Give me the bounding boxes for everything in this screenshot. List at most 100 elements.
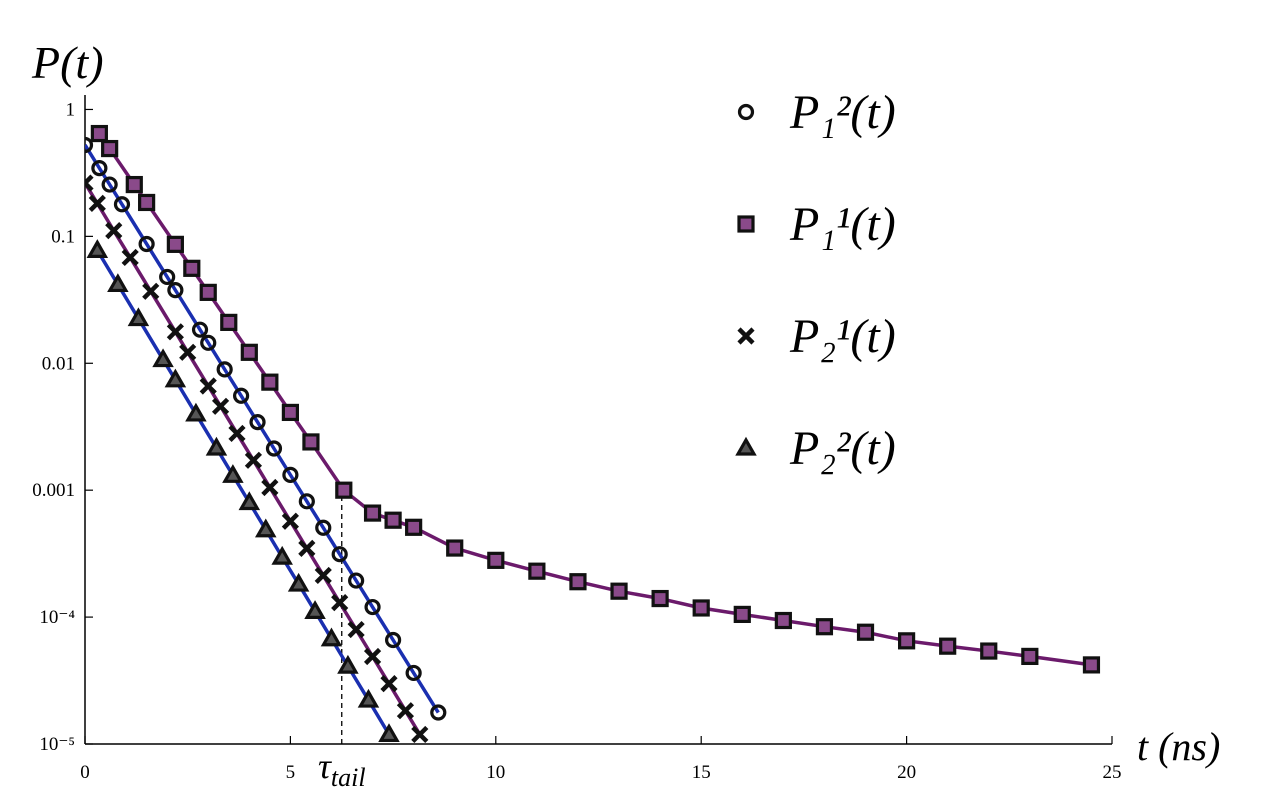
- legend-label: P₁²(t): [789, 86, 896, 139]
- marker-triangle: [185, 402, 207, 422]
- marker-square: [610, 582, 628, 600]
- series-line: [85, 144, 440, 714]
- marker-circle: [216, 361, 233, 378]
- marker-cross: [347, 620, 365, 639]
- marker-cross: [331, 594, 349, 612]
- marker-square: [281, 403, 299, 422]
- marker-square: [166, 235, 184, 253]
- marker-square: [692, 599, 710, 617]
- marker-square: [446, 539, 464, 557]
- y-tick-label: 1: [66, 99, 76, 120]
- marker-circle: [385, 631, 402, 649]
- marker-cross: [244, 451, 263, 469]
- marker-triangle: [152, 348, 174, 368]
- marker-triangle: [271, 545, 293, 565]
- marker-triangle: [320, 627, 343, 647]
- marker-circle: [167, 282, 184, 299]
- marker-square: [1082, 656, 1101, 674]
- marker-square: [733, 605, 751, 624]
- marker-cross: [199, 377, 217, 395]
- annotation: τtail: [318, 746, 366, 792]
- marker-cross: [211, 397, 230, 415]
- marker-triangle: [304, 600, 326, 619]
- marker-square: [384, 511, 402, 529]
- marker-triangle: [127, 307, 150, 327]
- marker-triangle: [222, 464, 244, 483]
- marker-circle: [138, 235, 155, 253]
- marker-square: [939, 637, 957, 655]
- legend-marker: [737, 327, 755, 345]
- marker-circle: [249, 413, 266, 431]
- legend-marker: [737, 103, 755, 121]
- marker-cross: [179, 343, 197, 361]
- legend-marker: [737, 215, 755, 233]
- marker-circle: [233, 387, 250, 404]
- marker-square: [363, 504, 382, 522]
- marker-triangle: [86, 239, 109, 258]
- y-tick-label: 0.1: [51, 226, 75, 247]
- marker-cross: [166, 323, 184, 341]
- marker-square: [897, 632, 916, 650]
- legend-label: P₂²(t): [789, 422, 896, 475]
- marker-square: [651, 589, 669, 608]
- marker-cross: [411, 725, 429, 744]
- y-tick-label: 0.001: [32, 480, 75, 501]
- x-tick-label: 5: [286, 762, 296, 783]
- marker-circle: [282, 466, 299, 483]
- marker-circle: [430, 704, 447, 721]
- marker-circle: [101, 176, 118, 193]
- marker-triangle: [164, 368, 187, 388]
- marker-cross: [314, 566, 332, 585]
- x-tick-label: 25: [1103, 762, 1122, 783]
- x-tick-label: 20: [897, 762, 916, 783]
- marker-square: [240, 343, 258, 361]
- marker-triangle: [205, 436, 228, 456]
- marker-square: [405, 518, 423, 536]
- marker-cross: [298, 539, 316, 557]
- marker-cross: [396, 702, 415, 720]
- marker-square: [815, 618, 834, 636]
- marker-square: [199, 283, 217, 301]
- marker-cross: [281, 512, 299, 530]
- marker-square: [261, 373, 279, 391]
- y-tick-label: 10⁻⁵: [39, 734, 75, 755]
- marker-square: [1021, 647, 1039, 666]
- marker-circle: [265, 440, 283, 457]
- x-tick-label: 15: [692, 762, 711, 783]
- marker-square: [774, 611, 792, 630]
- marker-square: [125, 175, 143, 194]
- marker-circle: [405, 664, 422, 682]
- plot-area: [85, 124, 1101, 744]
- marker-square: [183, 259, 201, 277]
- marker-circle: [191, 321, 209, 338]
- marker-cross: [121, 248, 139, 267]
- marker-cross: [105, 222, 123, 240]
- marker-circle: [113, 196, 131, 213]
- annotation-subscript: tail: [331, 763, 366, 792]
- marker-cross: [88, 194, 106, 212]
- marker-square: [335, 481, 353, 499]
- marker-square: [101, 139, 119, 158]
- y-axis-label: P(t): [31, 37, 104, 88]
- y-tick-label: 10⁻⁴: [39, 607, 75, 628]
- marker-circle: [315, 519, 332, 536]
- marker-square: [138, 193, 156, 212]
- marker-square: [569, 573, 587, 591]
- marker-triangle: [107, 273, 129, 293]
- legend-marker: [735, 436, 757, 456]
- marker-square: [90, 124, 108, 143]
- marker-triangle: [254, 518, 277, 538]
- marker-cross: [261, 478, 279, 497]
- marker-square: [528, 562, 546, 580]
- marker-cross: [363, 647, 382, 666]
- marker-triangle: [287, 572, 310, 592]
- x-tick-label: 10: [486, 762, 505, 783]
- x-tick-label: 0: [80, 762, 90, 783]
- marker-triangle: [337, 654, 359, 674]
- marker-circle: [331, 546, 348, 563]
- marker-cross: [142, 282, 160, 300]
- legend-label: P₁¹(t): [789, 198, 896, 251]
- marker-triangle: [238, 491, 261, 511]
- x-axis-label: t (ns): [1137, 724, 1220, 769]
- marker-cross: [228, 424, 246, 443]
